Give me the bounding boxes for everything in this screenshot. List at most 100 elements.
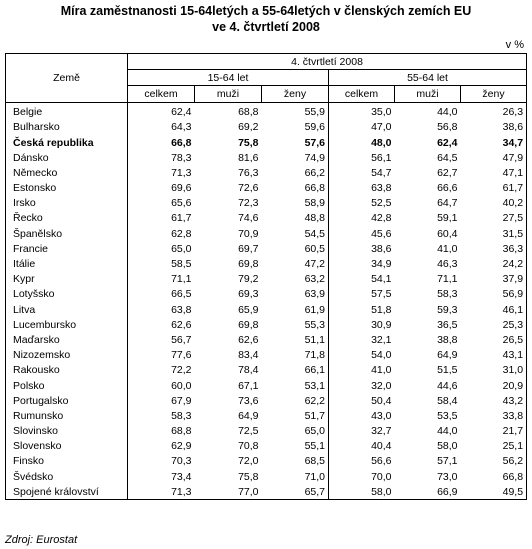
table-row: Řecko 61,7 74,6 48,8 42,8 59,1 27,5 <box>5 210 527 227</box>
value-cell: 48,0 <box>371 136 392 149</box>
value-cell: 55,9 <box>261 102 329 120</box>
value-cell: 64,9 <box>238 409 259 422</box>
table-row: Lucembursko 62,6 69,8 55,3 30,9 36,5 25,3 <box>5 317 527 333</box>
value-cell: 56,7 <box>171 333 192 346</box>
value-cell: 57,6 <box>261 134 329 151</box>
value-cell: 54,1 <box>371 273 392 286</box>
value-cell: 62,2 <box>261 393 329 409</box>
country-cell: Švédsko <box>5 469 128 485</box>
value-cell: 62,7 <box>437 166 458 179</box>
value-cell: 40,4 <box>371 440 392 453</box>
value-cell: 61,7 <box>502 182 524 195</box>
value-cell: 24,2 <box>502 258 524 271</box>
value-cell: 56,2 <box>502 455 524 468</box>
value-cell: 43,1 <box>502 349 524 362</box>
table-row: Německo 71,3 76,3 66,2 54,7 62,7 47,1 <box>5 165 527 181</box>
value-cell: 54,5 <box>261 226 329 242</box>
country-cell: Litva <box>5 302 128 318</box>
value-cell: 26,3 <box>502 106 524 119</box>
value-cell: 62,6 <box>171 318 192 331</box>
country-cell: Kypr <box>5 271 128 287</box>
value-cell: 36,5 <box>437 318 458 331</box>
value-cell: 41,0 <box>437 242 458 255</box>
header-period: 4. čtvrtletí 2008 <box>127 53 527 71</box>
country-cell: Estonsko <box>5 180 128 196</box>
table-row: Polsko 60,0 67,1 53,1 32,0 44,6 20,9 <box>5 377 527 394</box>
value-cell: 62,4 <box>171 106 192 119</box>
country-cell: Slovensko <box>5 438 128 454</box>
country-cell: Lucembursko <box>5 317 128 333</box>
table-row: Portugalsko 67,9 73,6 62,2 50,4 58,4 43,2 <box>5 393 527 409</box>
value-cell: 74,9 <box>261 150 329 166</box>
value-cell: 62,4 <box>437 136 458 149</box>
value-cell: 33,8 <box>502 409 524 422</box>
value-cell: 65,6 <box>171 197 192 210</box>
value-cell: 69,8 <box>238 258 259 271</box>
value-cell: 42,8 <box>371 212 392 225</box>
value-cell: 56,1 <box>371 151 392 164</box>
country-cell: Španělsko <box>5 226 128 242</box>
table-row: Česká republika 66,8 75,8 57,6 48,0 62,4 34,7 <box>5 134 527 151</box>
value-cell: 73,0 <box>437 470 458 483</box>
table-row: Irsko 65,6 72,3 58,9 52,5 64,7 40,2 <box>5 195 527 211</box>
value-cell: 58,9 <box>261 195 329 211</box>
value-cell: 59,3 <box>437 303 458 316</box>
value-cell: 67,1 <box>238 379 259 392</box>
value-cell: 40,2 <box>502 197 524 210</box>
value-cell: 49,5 <box>502 485 524 498</box>
value-cell: 34,7 <box>502 136 524 149</box>
table-row: Lotyšsko 66,5 69,3 63,9 57,5 58,3 56,9 <box>5 286 527 302</box>
value-cell: 60,5 <box>261 241 329 257</box>
value-cell: 58,3 <box>171 409 192 422</box>
value-cell: 44,0 <box>437 425 458 438</box>
value-cell: 45,6 <box>371 227 392 240</box>
value-cell: 34,9 <box>371 258 392 271</box>
table-row: Slovinsko 68,8 72,5 65,0 32,7 44,0 21,7 <box>5 423 527 439</box>
value-cell: 26,5 <box>502 333 524 346</box>
value-cell: 63,2 <box>261 271 329 287</box>
value-cell: 57,5 <box>371 288 392 301</box>
table-row: Bulharsko 64,3 69,2 59,6 47,0 56,8 38,6 <box>5 119 527 135</box>
value-cell: 60,4 <box>437 227 458 240</box>
table-title: Míra zaměstnanosti 15-64letých a 55-64le… <box>0 3 532 35</box>
value-cell: 73,6 <box>238 394 259 407</box>
value-cell: 55,1 <box>261 438 329 454</box>
value-cell: 69,7 <box>238 242 259 255</box>
value-cell: 31,5 <box>502 227 524 240</box>
value-cell: 43,0 <box>371 409 392 422</box>
value-cell: 68,5 <box>261 453 329 470</box>
value-cell: 52,5 <box>371 197 392 210</box>
table-row: Itálie 58,5 69,8 47,2 34,9 46,3 24,2 <box>5 256 527 272</box>
value-cell: 65,0 <box>261 423 329 439</box>
country-cell: Irsko <box>5 195 128 211</box>
value-cell: 75,8 <box>238 470 259 483</box>
value-cell: 66,8 <box>261 180 329 196</box>
title-line-2: ve 4. čtvrtletí 2008 <box>212 20 320 34</box>
table-row: Maďarsko 56,7 62,6 51,1 32,1 38,8 26,5 <box>5 332 527 348</box>
value-cell: 63,8 <box>171 303 192 316</box>
value-cell: 59,1 <box>437 212 458 225</box>
value-cell: 30,9 <box>371 318 392 331</box>
value-cell: 62,6 <box>238 333 259 346</box>
value-cell: 70,9 <box>238 227 259 240</box>
table-row: Rakousko 72,2 78,4 66,1 41,0 51,5 31,0 <box>5 362 527 378</box>
value-cell: 38,6 <box>502 121 524 134</box>
country-cell: Bulharsko <box>5 119 128 135</box>
value-cell: 58,0 <box>437 440 458 453</box>
country-cell: Itálie <box>5 256 128 272</box>
value-cell: 79,2 <box>238 273 259 286</box>
value-cell: 51,7 <box>261 408 329 424</box>
header-total-55-64: celkem <box>328 85 395 103</box>
country-cell: Spojené království <box>5 484 128 500</box>
value-cell: 69,2 <box>238 121 259 134</box>
value-cell: 66,9 <box>437 485 458 498</box>
value-cell: 72,2 <box>171 364 192 377</box>
table-row: Estonsko 69,6 72,6 66,8 63,8 66,6 61,7 <box>5 180 527 196</box>
table-row: Dánsko 78,3 81,6 74,9 56,1 64,5 47,9 <box>5 150 527 166</box>
table-row: Belgie 62,4 68,8 55,9 35,0 44,0 26,3 <box>5 102 527 120</box>
value-cell: 47,2 <box>261 256 329 272</box>
value-cell: 66,1 <box>261 362 329 378</box>
value-cell: 64,3 <box>171 121 192 134</box>
employment-table: Země 4. čtvrtletí 2008 15-64 let 55-64 l… <box>5 53 528 501</box>
value-cell: 51,1 <box>261 332 329 348</box>
